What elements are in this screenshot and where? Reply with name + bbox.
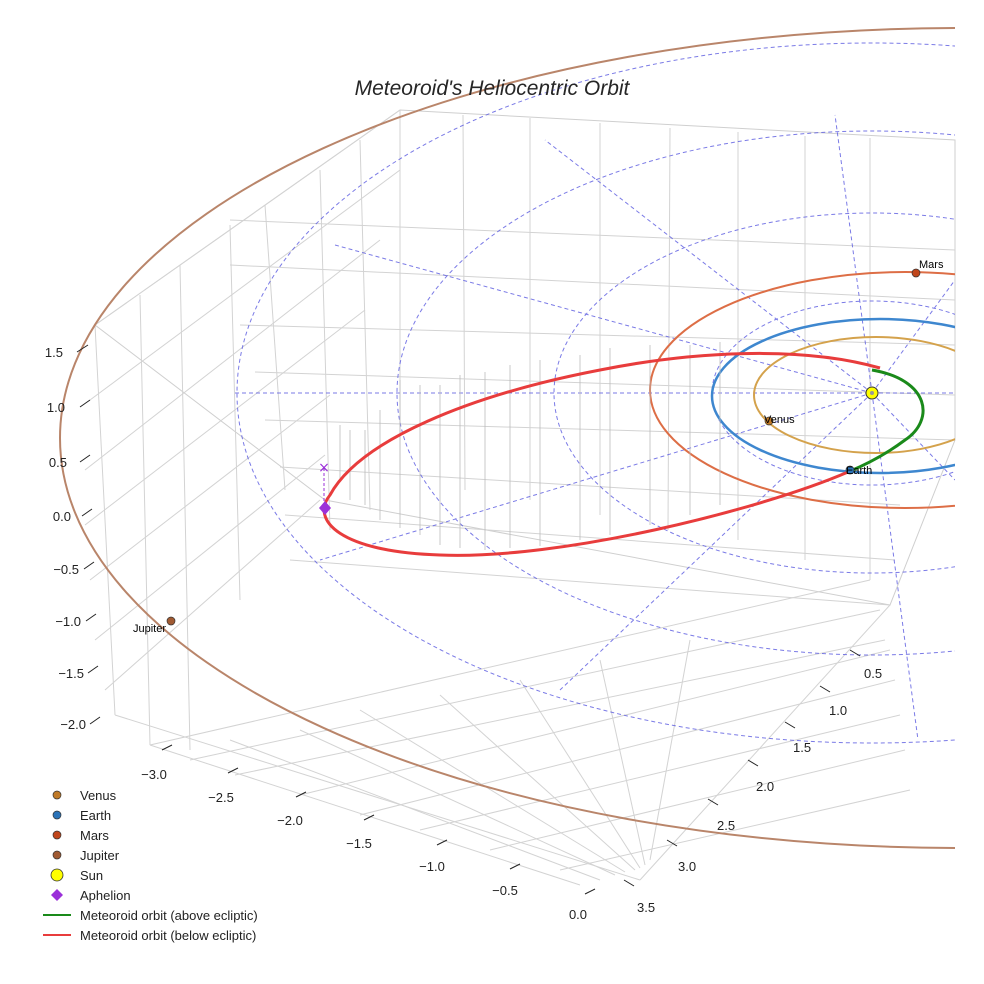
z-tick: 0.5 [49, 455, 67, 470]
line-icon [40, 905, 74, 925]
y-tick: 3.5 [637, 900, 655, 915]
y-tick: 1.0 [829, 703, 847, 718]
z-axis: 1.5 1.0 0.5 0.0 −0.5 −1.0 −1.5 −2.0 [45, 344, 101, 732]
earth-dot-icon [40, 805, 74, 825]
meteoroid-orbit [322, 351, 925, 557]
legend-label: Meteoroid orbit (below ecliptic) [80, 927, 257, 943]
x-tick: −1.5 [346, 836, 372, 851]
legend-label: Aphelion [80, 887, 131, 903]
z-tick: 0.0 [53, 509, 71, 524]
z-tick: −1.0 [55, 614, 81, 629]
diamond-icon [40, 885, 74, 905]
legend-item-sun: Sun [40, 865, 258, 885]
axes-grid [84, 109, 956, 886]
x-tick: 0.0 [569, 907, 587, 922]
legend-label: Sun [80, 867, 104, 883]
earth-label: Earth [846, 465, 872, 477]
meteoroid-orbit-below [322, 351, 881, 557]
z-tick: −2.0 [60, 717, 86, 732]
legend: Venus Earth Mars Jupiter Sun Aphelion Me… [40, 785, 258, 945]
sun-marker [865, 386, 879, 400]
legend-label: Venus [80, 787, 117, 803]
jupiter-dot-icon [40, 845, 74, 865]
y-tick: 3.0 [678, 859, 696, 874]
legend-item-earth: Earth [40, 805, 258, 825]
venus-marker: Venus [764, 414, 795, 426]
y-tick: 2.0 [756, 779, 774, 794]
legend-item-jupiter: Jupiter [40, 845, 258, 865]
x-tick: −3.0 [141, 767, 167, 782]
svg-text:×: × [318, 460, 330, 476]
legend-label: Jupiter [80, 847, 120, 863]
jupiter-orbit [59, 27, 955, 849]
legend-item-meteoroid-above: Meteoroid orbit (above ecliptic) [40, 905, 258, 925]
z-tick: 1.0 [47, 400, 65, 415]
legend-label: Meteoroid orbit (above ecliptic) [80, 907, 258, 923]
x-axis: −3.0 −2.5 −2.0 −1.5 −1.0 −0.5 0.0 [141, 744, 596, 922]
legend-item-mars: Mars [40, 825, 258, 845]
venus-label: Venus [764, 414, 795, 426]
legend-item-meteoroid-below: Meteoroid orbit (below ecliptic) [40, 925, 258, 945]
y-axis: 0.5 1.0 1.5 2.0 2.5 3.0 3.5 [623, 649, 882, 915]
jupiter-marker: Jupiter [133, 616, 176, 635]
y-tick: 0.5 [864, 666, 882, 681]
y-tick: 1.5 [793, 740, 811, 755]
z-tick: −0.5 [53, 562, 79, 577]
x-tick: −1.0 [419, 859, 445, 874]
x-tick: −2.0 [277, 813, 303, 828]
meteoroid-orbit-above [847, 368, 925, 474]
mars-marker: Mars [911, 259, 944, 278]
z-tick: −1.5 [58, 666, 84, 681]
mars-label: Mars [919, 259, 944, 271]
x-tick: −2.5 [208, 790, 234, 805]
venus-dot-icon [40, 785, 74, 805]
meteoroid-drop-lines [339, 342, 721, 550]
z-tick: 1.5 [45, 345, 63, 360]
earth-marker: Earth [845, 465, 872, 477]
legend-label: Mars [80, 827, 109, 843]
venus-orbit [753, 336, 955, 454]
mars-dot-icon [40, 825, 74, 845]
jupiter-label: Jupiter [133, 623, 166, 635]
legend-item-venus: Venus [40, 785, 258, 805]
earth-orbit [710, 317, 955, 475]
legend-item-aphelion: Aphelion [40, 885, 258, 905]
sun-icon [40, 865, 74, 885]
chart-title: Meteoroid's Heliocentric Orbit [355, 77, 631, 100]
x-tick: −0.5 [492, 883, 518, 898]
line-icon [40, 925, 74, 945]
legend-label: Earth [80, 807, 112, 823]
aphelion-marker: × [318, 460, 331, 515]
y-tick: 2.5 [717, 818, 735, 833]
